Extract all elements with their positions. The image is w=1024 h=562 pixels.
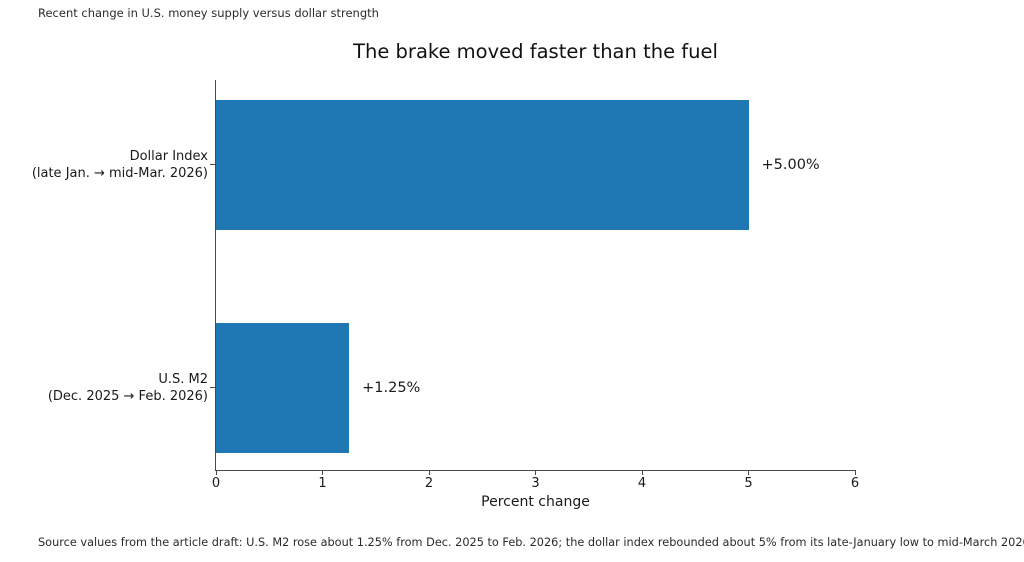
bar-row-dollar-index: +5.00% <box>216 100 855 230</box>
x-axis-label: Percent change <box>481 494 590 510</box>
bar-value-label: +5.00% <box>761 157 820 173</box>
chart-title: The brake moved faster than the fuel <box>353 40 718 63</box>
x-tick-mark <box>535 470 536 475</box>
bar-row-us-m2: +1.25% <box>216 323 855 453</box>
x-tick-mark <box>854 470 856 475</box>
y-category-line2: (Dec. 2025 → Feb. 2026) <box>47 389 208 404</box>
bar-dollar-index <box>216 100 749 230</box>
y-axis-line <box>215 80 216 471</box>
y-tick-mark <box>210 387 216 388</box>
x-tick-mark <box>748 470 749 475</box>
x-tick-label: 2 <box>424 476 434 491</box>
x-tick-label: 5 <box>744 476 753 491</box>
figure-subtitle: Recent change in U.S. money supply versu… <box>38 6 379 20</box>
bar-us-m2 <box>216 323 350 453</box>
x-tick-label: 4 <box>637 476 647 491</box>
y-category-label-dollar-index: Dollar Index (late Jan. → mid-Mar. 2026) <box>0 148 208 182</box>
x-tick-mark <box>428 470 430 475</box>
plot-area: +5.00% +1.25% 0 1 2 3 4 5 6 <box>212 80 859 491</box>
bar-value-label: +1.25% <box>362 380 421 396</box>
x-tick-mark <box>215 470 217 475</box>
x-tick-label: 6 <box>850 476 860 491</box>
x-tick-label: 1 <box>318 476 327 491</box>
y-category-line1: Dollar Index <box>129 149 208 164</box>
x-tick-mark <box>322 470 323 475</box>
y-category-label-us-m2: U.S. M2 (Dec. 2025 → Feb. 2026) <box>0 371 208 405</box>
source-note: Source values from the article draft: U.… <box>38 536 1024 549</box>
x-tick-label: 3 <box>531 476 540 491</box>
y-category-line1: U.S. M2 <box>158 372 208 387</box>
y-tick-mark <box>210 164 216 165</box>
x-tick-mark <box>641 470 643 475</box>
y-category-line2: (late Jan. → mid-Mar. 2026) <box>31 166 208 181</box>
x-tick-label: 0 <box>211 476 221 491</box>
